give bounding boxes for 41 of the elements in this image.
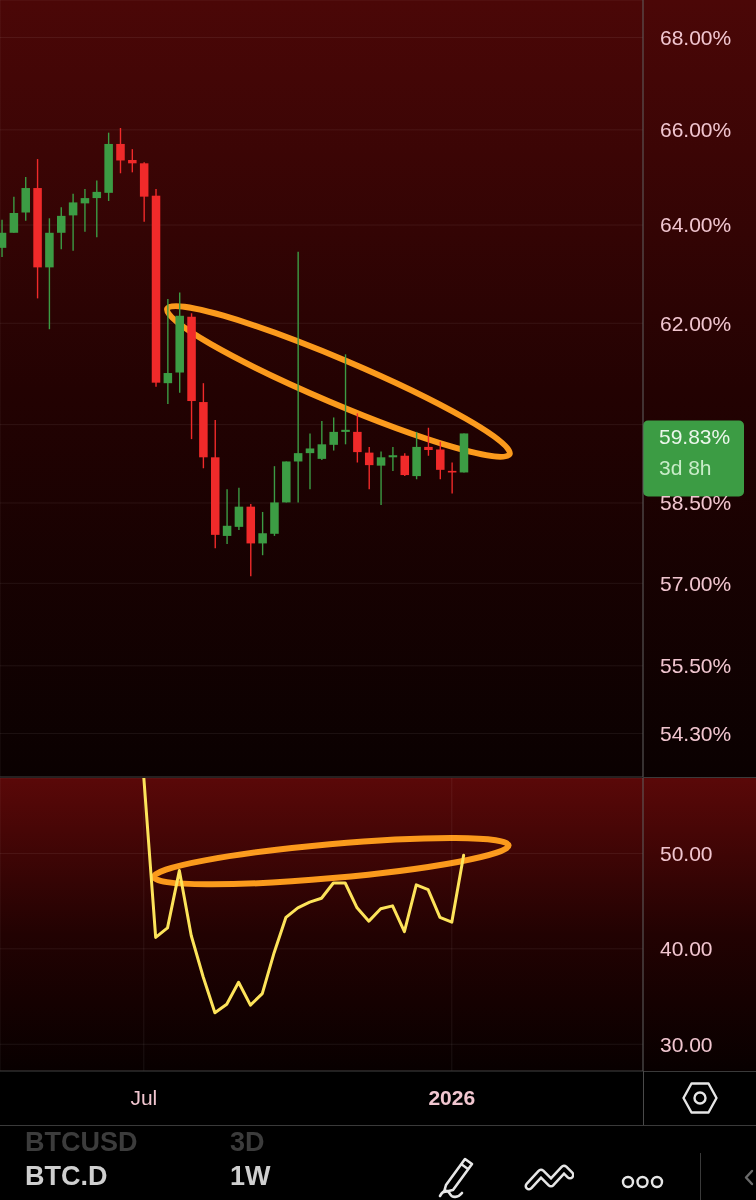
text: 3d 8h xyxy=(659,455,712,479)
text: BTC.D xyxy=(25,1160,108,1192)
candlestick xyxy=(305,432,315,490)
candlestick xyxy=(116,127,125,174)
y-tick-label: 30.00 xyxy=(660,1032,713,1056)
candlestick xyxy=(56,206,66,250)
text: 3D xyxy=(230,1126,265,1158)
candlestick xyxy=(353,412,362,464)
candlestick xyxy=(128,148,137,174)
candlestick xyxy=(317,420,327,461)
candlestick xyxy=(234,486,244,531)
candlestick xyxy=(163,298,173,405)
y-tick-label: 54.30% xyxy=(660,721,732,745)
y-tick-label: 58.50% xyxy=(660,491,732,515)
candlestick xyxy=(68,193,78,252)
text: BTCUSD xyxy=(25,1126,138,1158)
candlestick xyxy=(436,441,445,480)
y-tick-label: 64.00% xyxy=(660,213,732,237)
y-tick-label: 40.00 xyxy=(660,937,713,961)
x-tick-label: 2026 xyxy=(428,1086,476,1110)
y-tick-label: 66.00% xyxy=(660,118,732,142)
y-tick-label: 62.00% xyxy=(660,311,732,335)
y-tick-label: 57.00% xyxy=(660,571,732,595)
candlestick xyxy=(258,511,267,556)
candlestick xyxy=(293,251,303,504)
y-tick-label: 50.00 xyxy=(660,841,713,865)
line-series xyxy=(142,778,466,1015)
y-tick-label: 55.50% xyxy=(660,654,732,678)
candlestick xyxy=(222,488,232,545)
candlestick xyxy=(92,179,102,238)
candlestick xyxy=(329,416,338,452)
x-tick-label: Jul xyxy=(130,1086,158,1110)
candlestick xyxy=(9,195,19,234)
candlestick xyxy=(364,446,374,490)
text: 1W xyxy=(230,1160,271,1192)
candlestick xyxy=(376,450,386,506)
candlestick xyxy=(424,427,433,457)
y-tick-label: 68.00% xyxy=(660,25,732,49)
candlestick xyxy=(400,452,410,477)
candlestick xyxy=(341,353,350,446)
text: 59.83% xyxy=(659,424,731,448)
